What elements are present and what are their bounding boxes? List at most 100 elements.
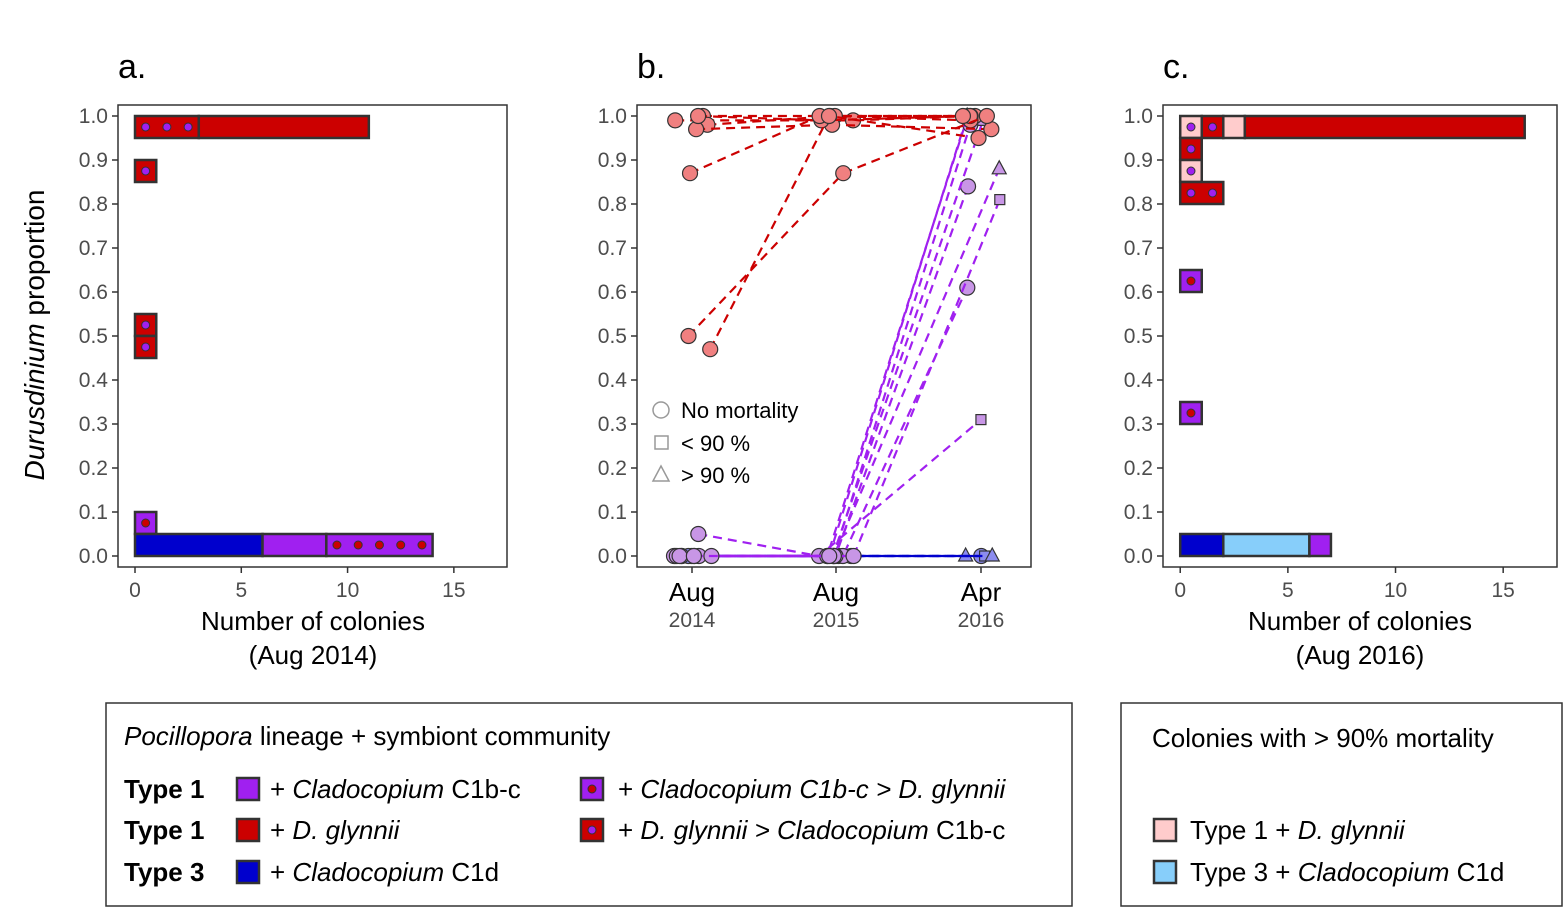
- panel-b-ytick-label: 0.5: [598, 325, 627, 348]
- panel-a-ytick-label: 0.4: [79, 369, 109, 392]
- legend-label: + Cladocopium C1b-c > D. glynnii: [618, 774, 1007, 804]
- panel-b-point: [994, 194, 1006, 206]
- panel-c-xtick-label: 15: [1491, 579, 1514, 602]
- legend-label: + D. glynnii: [270, 815, 401, 845]
- panel-b-legend-circle-icon: [652, 401, 670, 419]
- panel-b-point: [959, 178, 977, 195]
- panel-a-ytick-label: 0.1: [79, 501, 108, 524]
- panel-b-ytick-label: 0.8: [598, 193, 627, 216]
- panel-a-xtick-label: 5: [235, 579, 247, 602]
- panel-c-bar-dot: [1208, 122, 1218, 132]
- legend-swatch: [235, 859, 261, 885]
- panel-a-ytick-label: 0.2: [79, 457, 108, 480]
- panel-a-bar-dot: [141, 320, 151, 330]
- panel-label-a: a.: [118, 48, 146, 86]
- panel-b-point: [957, 546, 974, 562]
- panel-b-xtick-year: 2016: [958, 609, 1005, 632]
- panel-a-xlabel-sub: (Aug 2014): [249, 640, 378, 670]
- panel-c-bar-dot: [1186, 166, 1196, 176]
- panel-a-xtick-label: 0: [129, 579, 141, 602]
- panel-a-xtick-label: 10: [336, 579, 359, 602]
- panel-b-series-line: [674, 199, 1001, 558]
- panel-b-point: [954, 107, 972, 125]
- panel-c-xlabel-sub: (Aug 2016): [1296, 640, 1425, 670]
- panel-b-series-line: [676, 168, 1001, 558]
- y-axis-title: Durusdinium proportion: [19, 189, 50, 480]
- panel-a-ytick-label: 1.0: [79, 105, 108, 128]
- panel-b-ytick-label: 0.1: [598, 501, 627, 524]
- panel-a-ytick-label: 0.8: [79, 193, 108, 216]
- panel-label-b: b.: [637, 48, 665, 86]
- panel-b-xtick-year: 2015: [813, 609, 860, 632]
- panel-c-bar-segment: [1178, 180, 1225, 206]
- panel-a-bar-dot: [162, 122, 172, 132]
- panel-c-ytick-label: 0.5: [1124, 325, 1153, 348]
- panel-b-point: [978, 107, 995, 125]
- panel-b-xtick-month: Aug: [813, 577, 859, 607]
- panel-b-series-line: [693, 115, 969, 558]
- panel-b-ytick-label: 0.6: [598, 281, 627, 304]
- panel-c-bar-dot: [1186, 408, 1196, 418]
- legend-label: + Cladocopium C1b-c: [270, 774, 521, 804]
- panel-c-bar-dot: [1186, 276, 1196, 286]
- panel-a-xlabel: Number of colonies: [201, 606, 425, 636]
- panel-c-ytick-label: 0.3: [1124, 413, 1153, 436]
- panel-c-ytick-label: 0.9: [1124, 149, 1153, 172]
- panel-c-ytick-label: 0.1: [1124, 501, 1153, 524]
- panel-c-ytick-label: 0.0: [1124, 545, 1153, 568]
- panel-b-legend-label: < 90 %: [681, 431, 750, 456]
- panel-b-legend-label: No mortality: [681, 398, 798, 423]
- panel-b-legend-label: > 90 %: [681, 463, 750, 488]
- panel-b-point: [702, 341, 719, 358]
- legend-label: + D. glynnii > Cladocopium C1b-c: [618, 815, 1005, 845]
- panel-b-point: [667, 112, 684, 129]
- legend-mortality-label: Type 3 + Cladocopium C1d: [1190, 857, 1504, 887]
- panel-a-xtick-label: 15: [442, 579, 465, 602]
- panel-c-bar-dot: [1186, 144, 1196, 154]
- panel-c-ytick-label: 0.7: [1124, 237, 1153, 260]
- panel-b-ytick-label: 0.2: [598, 457, 627, 480]
- panel-c-ytick-label: 0.2: [1124, 457, 1153, 480]
- legend-swatch: [235, 776, 261, 802]
- panel-b-series-line: [696, 123, 992, 131]
- panel-c-bar-dot: [1186, 188, 1196, 198]
- panel-b-ytick-label: 0.0: [598, 545, 627, 568]
- panel-a-ytick-label: 0.0: [79, 545, 108, 568]
- panel-c-bar-dot: [1208, 188, 1218, 198]
- panel-b-series-line: [679, 120, 985, 558]
- legend-mortality-swatch: [1152, 817, 1178, 843]
- panel-a-bar-dot: [332, 540, 342, 550]
- panel-b-point: [835, 165, 852, 182]
- panel-b-point: [845, 547, 862, 565]
- legend-mortality-swatch: [1152, 859, 1178, 885]
- panel-b-ytick-label: 0.3: [598, 413, 627, 436]
- panel-c-bar-segment: [1308, 532, 1333, 558]
- panel-b-xtick-month: Apr: [961, 577, 1002, 607]
- legend-main: Pocillopora lineage + symbiont community…: [105, 702, 1073, 907]
- panel-a-bar-dot: [374, 540, 384, 550]
- panel-c-xtick-label: 10: [1384, 579, 1407, 602]
- panel-c-bar-dot: [1186, 122, 1196, 132]
- panel-c-bar-segment: [1178, 532, 1225, 558]
- panel-b-xtick-month: Aug: [669, 577, 715, 607]
- legend-mortality-title: Colonies with > 90% mortality: [1152, 723, 1494, 753]
- panel-a-bar-dot: [396, 540, 406, 550]
- panel-a-frame: [117, 104, 508, 568]
- panel-c-frame: [1162, 104, 1558, 568]
- panel-b-point: [959, 279, 976, 296]
- panel-b-point: [984, 546, 1001, 562]
- legend-swatch-dot: [587, 825, 597, 835]
- panel-b-series-line: [711, 124, 972, 558]
- panel-b-point: [688, 121, 705, 138]
- panel-b-ytick-label: 0.4: [598, 369, 628, 392]
- panel-a-bar-dot: [141, 518, 151, 528]
- panel-b-point: [690, 107, 707, 125]
- panel-c-ytick-label: 0.8: [1124, 193, 1153, 216]
- panel-a-ytick-label: 0.3: [79, 413, 108, 436]
- panel-b-point: [680, 327, 697, 345]
- panel-b-point: [820, 107, 838, 125]
- legend-mortality: Colonies with > 90% mortality Type 1 + D…: [1120, 702, 1563, 907]
- panel-label-c: c.: [1163, 48, 1189, 86]
- panel-c-bar-segment: [1222, 114, 1247, 140]
- legend-label: + Cladocopium C1d: [270, 857, 499, 887]
